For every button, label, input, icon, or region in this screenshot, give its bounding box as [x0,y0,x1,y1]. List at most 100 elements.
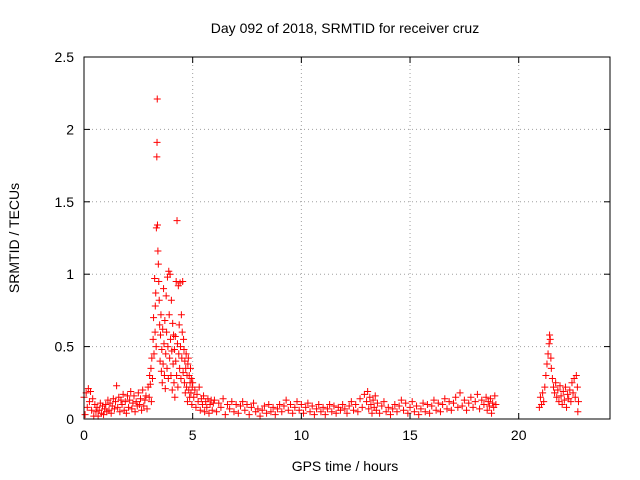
data-point-marker [132,398,140,406]
data-point-marker [558,401,566,409]
data-point-marker [278,408,286,416]
data-point-marker [350,406,358,414]
data-point-marker [119,390,127,398]
data-point-marker [552,379,560,387]
data-point-marker [282,396,290,404]
data-point-marker [284,406,292,414]
y-tick-label: 0.5 [55,339,75,355]
data-point-marker [265,401,273,409]
data-point-marker [571,393,579,401]
data-point-marker [122,409,130,417]
data-point-marker [174,383,182,391]
data-point-marker [547,354,555,362]
data-point-marker [221,411,229,419]
data-point-marker [230,408,238,416]
data-point-marker [178,328,186,336]
data-point-marker [88,406,96,414]
data-point-marker [239,398,247,406]
data-point-marker [141,396,149,404]
data-point-marker [295,406,303,414]
data-point-marker [165,311,173,319]
data-point-marker [247,403,255,411]
data-point-marker [166,270,174,278]
data-point-marker [432,406,440,414]
data-point-marker [135,401,143,409]
data-point-marker [545,340,553,348]
data-point-marker [114,403,122,411]
data-point-marker [157,367,165,375]
data-point-marker [161,385,169,393]
data-point-marker [184,354,192,362]
data-point-marker [177,311,185,319]
data-point-marker [549,383,557,391]
data-point-marker [219,395,227,403]
data-point-marker [203,403,211,411]
data-point-marker [175,321,183,329]
data-point-marker [302,403,310,411]
data-point-marker [360,390,368,398]
data-point-marker [546,331,554,339]
data-point-marker [126,396,134,404]
data-point-marker [193,390,201,398]
data-point-marker [170,379,178,387]
data-point-marker [158,345,166,353]
data-point-marker [364,387,372,395]
data-point-marker [286,401,294,409]
data-point-marker [417,405,425,413]
data-point-marker [163,328,171,336]
data-point-marker [345,402,353,410]
data-point-marker [271,411,279,419]
data-point-marker [536,393,544,401]
data-point-marker [223,401,231,409]
data-point-marker [156,357,164,365]
data-point-marker [250,399,258,407]
data-point-marker [326,401,334,409]
data-point-marker [204,395,212,403]
data-point-marker [158,379,166,387]
data-point-marker [371,392,379,400]
data-point-marker [395,402,403,410]
data-point-marker [339,401,347,409]
data-point-marker [393,408,401,416]
data-point-marker [308,402,316,410]
data-point-marker [175,350,183,358]
data-point-marker [323,405,331,413]
x-tick-label: 20 [511,427,527,443]
data-point-marker [127,387,135,395]
data-point-marker [366,393,374,401]
data-point-marker [347,398,355,406]
data-point-marker [228,398,236,406]
data-point-marker [171,393,179,401]
data-point-marker [156,321,164,329]
data-point-marker [243,401,251,409]
data-point-marker [564,390,572,398]
data-point-marker [163,364,171,372]
data-point-marker [336,406,344,414]
data-point-marker [146,380,154,388]
data-point-marker [129,399,137,407]
data-point-marker [328,408,336,416]
data-point-marker [159,325,167,333]
data-point-marker [205,409,213,417]
data-point-marker [566,386,574,394]
plot-frame [83,56,611,420]
data-point-marker [83,403,91,411]
data-point-marker [555,398,563,406]
data-point-marker [151,328,159,336]
data-point-marker [373,399,381,407]
data-point-marker [273,405,281,413]
data-point-marker [187,374,195,382]
data-point-marker [280,402,288,410]
data-point-marker [450,399,458,407]
data-point-marker [168,386,176,394]
data-point-marker [176,364,184,372]
data-point-marker [182,350,190,358]
data-point-marker [480,401,488,409]
data-point-marker [192,403,200,411]
data-point-marker [170,345,178,353]
x-axis-title: GPS time / hours [292,458,399,474]
data-point-marker [478,396,486,404]
data-point-marker [456,389,464,397]
data-point-marker [81,411,89,419]
